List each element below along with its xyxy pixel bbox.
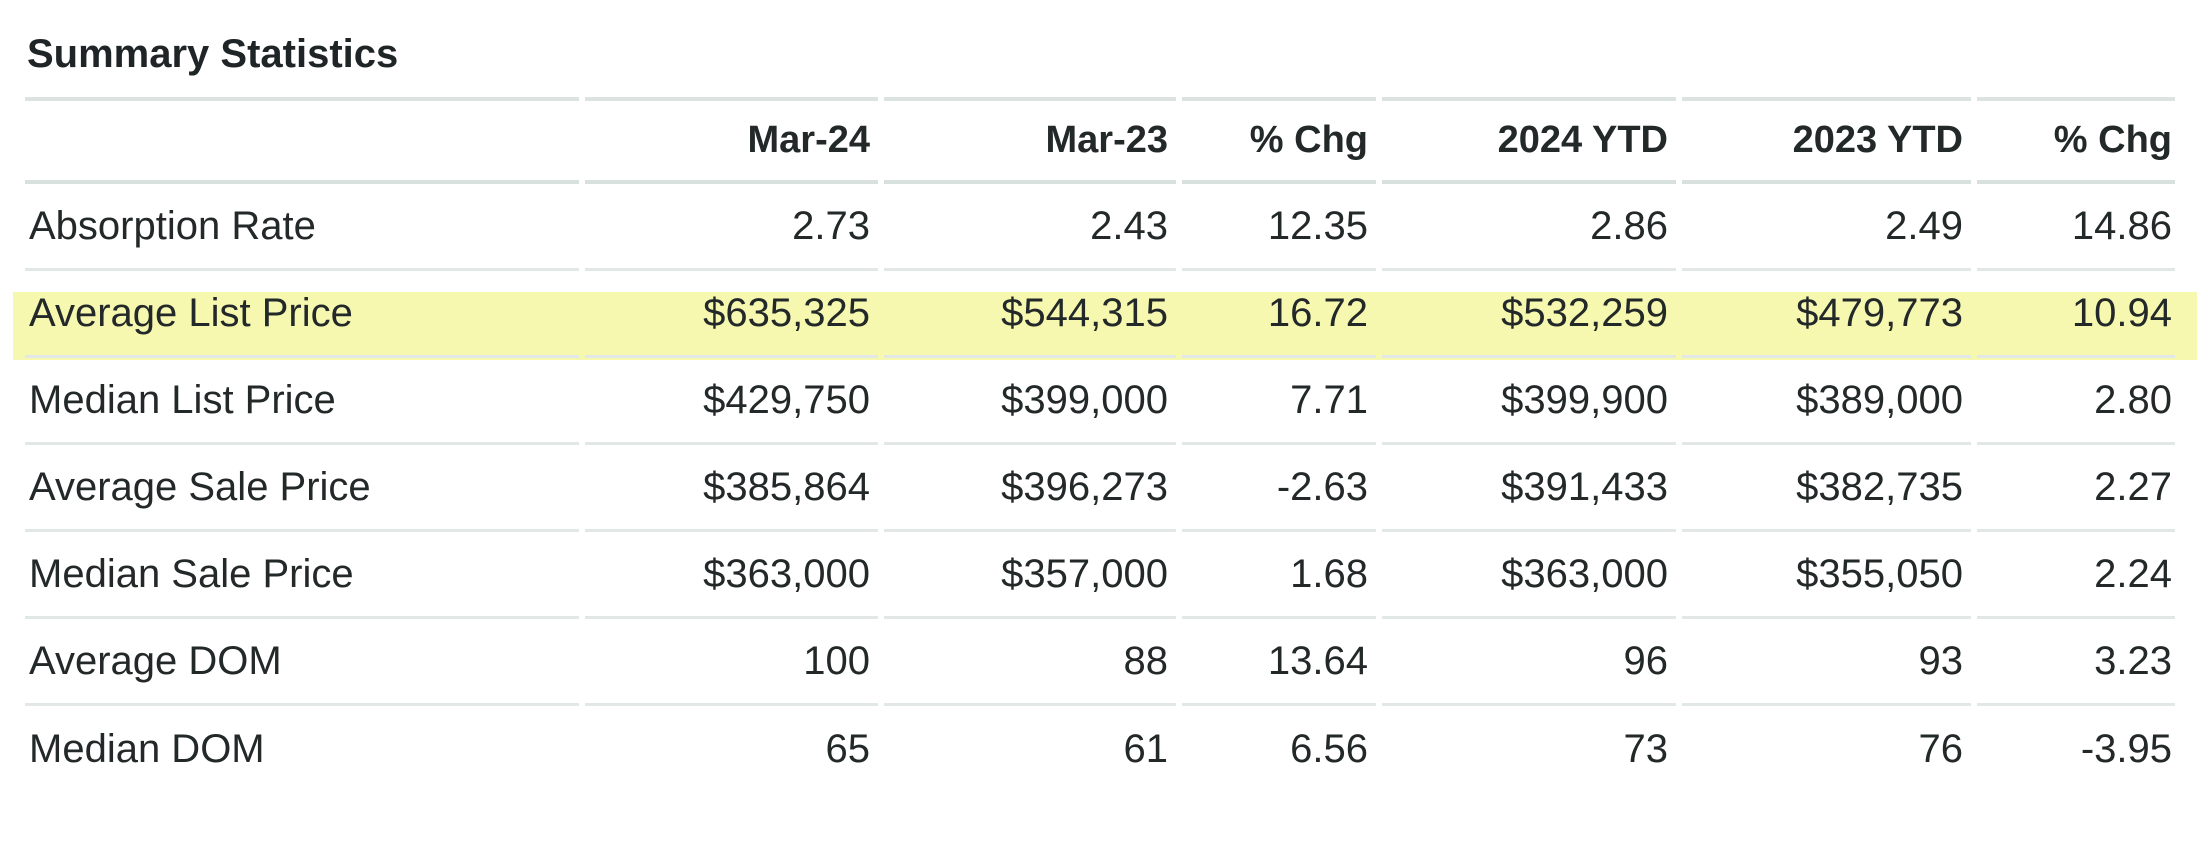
column-header-2023-ytd: 2023 YTD	[1682, 97, 1971, 184]
cell-mar-24: $429,750	[585, 358, 878, 445]
cell-2024-ytd: $532,259	[1382, 271, 1676, 358]
cell-2024-ytd: $363,000	[1382, 532, 1676, 619]
cell-pct-chg-month: -2.63	[1182, 445, 1376, 532]
column-header-mar-24: Mar-24	[585, 97, 878, 184]
table-row-median-list-price: Median List Price $429,750 $399,000 7.71…	[25, 358, 2175, 445]
cell-2023-ytd: 93	[1682, 619, 1971, 706]
cell-mar-24: 2.73	[585, 184, 878, 271]
column-header-2024-ytd: 2024 YTD	[1382, 97, 1676, 184]
cell-2023-ytd: $479,773	[1682, 271, 1971, 358]
page-title: Summary Statistics	[27, 32, 399, 76]
cell-mar-23: $399,000	[884, 358, 1176, 445]
row-label: Absorption Rate	[25, 184, 579, 271]
cell-2023-ytd: $355,050	[1682, 532, 1971, 619]
cell-pct-chg-month: 16.72	[1182, 271, 1376, 358]
cell-mar-23: $396,273	[884, 445, 1176, 532]
cell-mar-23: 2.43	[884, 184, 1176, 271]
cell-mar-23: $544,315	[884, 271, 1176, 358]
cell-pct-chg-month: 1.68	[1182, 532, 1376, 619]
summary-statistics-table: Mar-24 Mar-23 % Chg 2024 YTD 2023 YTD % …	[19, 97, 2181, 793]
section-header: Summary Statistics	[0, 0, 2208, 97]
cell-pct-chg-month: 12.35	[1182, 184, 1376, 271]
cell-pct-chg-month: 13.64	[1182, 619, 1376, 706]
row-label: Median DOM	[29, 727, 265, 771]
cell-pct-chg-ytd: 14.86	[1977, 184, 2175, 271]
cell-pct-chg-month: 7.71	[1182, 358, 1376, 445]
cell-pct-chg-ytd: 10.94	[1977, 271, 2175, 358]
highlighted-row-overlay	[13, 292, 2197, 360]
table-row-average-dom: Average DOM 100 88 13.64 96 93 3.23	[25, 619, 2175, 706]
column-header-pct-chg-ytd: % Chg	[1977, 97, 2175, 184]
column-header-mar-23: Mar-23	[884, 97, 1176, 184]
cell-mar-23: 88	[884, 619, 1176, 706]
cell-mar-24: $363,000	[585, 532, 878, 619]
cell-pct-chg-ytd: 2.24	[1977, 532, 2175, 619]
cell-2024-ytd: 73	[1623, 727, 1669, 771]
column-header-metric	[25, 97, 579, 184]
cell-pct-chg-ytd: 2.27	[1977, 445, 2175, 532]
cell-2023-ytd: $382,735	[1682, 445, 1971, 532]
table-header-row: Mar-24 Mar-23 % Chg 2024 YTD 2023 YTD % …	[25, 97, 2175, 184]
row-label: Average Sale Price	[25, 445, 579, 532]
cell-2023-ytd: $389,000	[1682, 358, 1971, 445]
table-row-average-sale-price: Average Sale Price $385,864 $396,273 -2.…	[25, 445, 2175, 532]
cell-mar-23: 61	[1123, 727, 1169, 771]
cell-2023-ytd: 2.49	[1682, 184, 1971, 271]
cell-mar-24: $385,864	[585, 445, 878, 532]
table-row-average-list-price-highlighted: Average List Price $635,325 $544,315 16.…	[25, 271, 2175, 358]
cell-2024-ytd: 2.86	[1382, 184, 1676, 271]
cell-mar-23: $357,000	[884, 532, 1176, 619]
cell-2024-ytd: $399,900	[1382, 358, 1676, 445]
table-row-median-sale-price: Median Sale Price $363,000 $357,000 1.68…	[25, 532, 2175, 619]
cell-mar-24: $635,325	[585, 271, 878, 358]
cell-pct-chg-ytd: -3.95	[2080, 727, 2172, 771]
row-label: Average DOM	[25, 619, 579, 706]
row-label: Median List Price	[25, 358, 579, 445]
table-row-median-dom: Median DOM 65 61 6.56 73 76 -3.95	[25, 706, 2175, 793]
cell-mar-24: 100	[585, 619, 878, 706]
row-label: Median Sale Price	[25, 532, 579, 619]
cell-2023-ytd: 76	[1918, 727, 1964, 771]
cell-pct-chg-ytd: 2.80	[1977, 358, 2175, 445]
cell-2024-ytd: $391,433	[1382, 445, 1676, 532]
cell-pct-chg-month: 6.56	[1290, 727, 1368, 771]
row-label: Average List Price	[25, 271, 579, 358]
cell-2024-ytd: 96	[1382, 619, 1676, 706]
column-header-pct-chg-month: % Chg	[1182, 97, 1376, 184]
cell-mar-24: 65	[825, 727, 871, 771]
cell-pct-chg-ytd: 3.23	[1977, 619, 2175, 706]
table-row-absorption-rate: Absorption Rate 2.73 2.43 12.35 2.86 2.4…	[25, 184, 2175, 271]
